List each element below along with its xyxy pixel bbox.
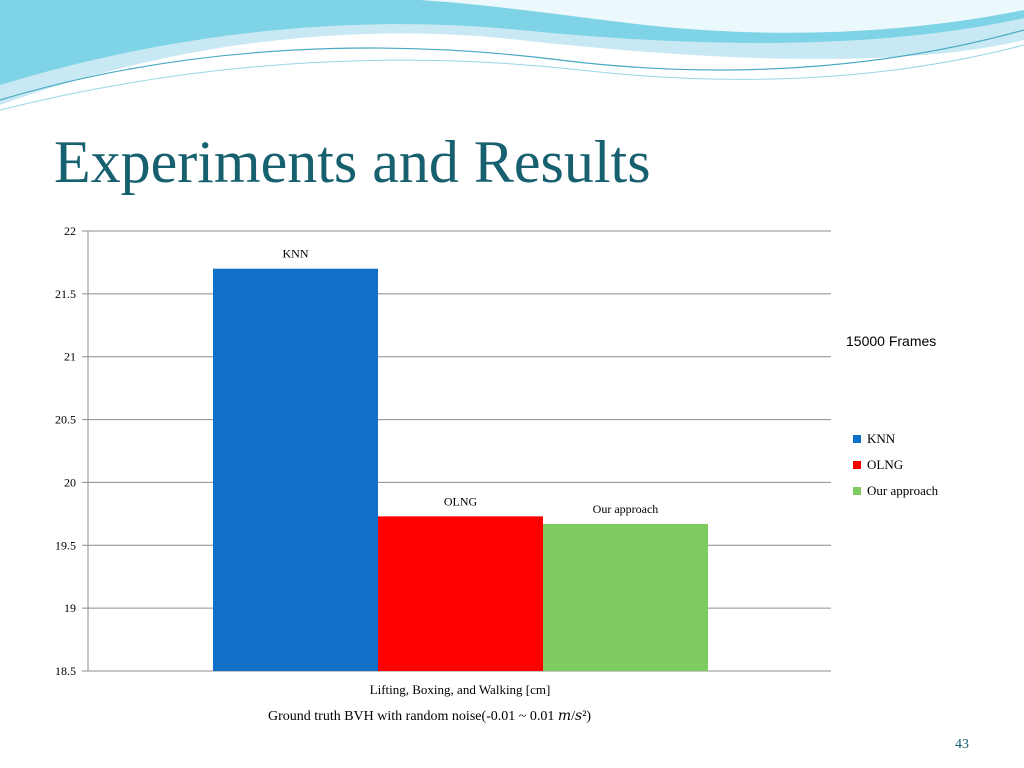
chart-bars <box>213 268 708 671</box>
y-tick-label: 21 <box>64 350 76 364</box>
bar-labels: KNN OLNG Our approach <box>283 247 659 516</box>
bar-label-knn: KNN <box>283 247 309 261</box>
legend-item-knn: KNN <box>853 426 938 452</box>
legend-swatch-our-approach <box>853 487 861 495</box>
bar-label-our-approach: Our approach <box>593 502 659 516</box>
y-axis-ticks: 22 21.5 21 20.5 20 19.5 19 18.5 <box>55 224 76 678</box>
page-number: 43 <box>955 737 969 752</box>
x-axis-label: Lifting, Boxing, and Walking [cm] <box>370 682 551 697</box>
decorative-wave-header <box>0 0 1024 111</box>
chart-legend: KNN OLNG Our approach <box>853 426 938 504</box>
slide-title: Experiments and Results <box>54 129 651 195</box>
chart-caption: Ground truth BVH with random noise(-0.01… <box>268 709 592 724</box>
y-tick-label: 22 <box>64 224 76 238</box>
y-tick-label: 21.5 <box>55 287 76 301</box>
legend-item-olng: OLNG <box>853 452 938 478</box>
bar-knn <box>213 268 378 671</box>
legend-label-our-approach: Our approach <box>867 483 939 498</box>
y-tick-label: 19.5 <box>55 538 76 552</box>
y-tick-label: 20 <box>64 475 76 489</box>
legend-label-knn: KNN <box>867 431 896 446</box>
bar-olng <box>378 516 543 671</box>
legend-swatch-knn <box>853 435 861 443</box>
legend-title: 15000 Frames <box>846 333 937 349</box>
bar-label-olng: OLNG <box>444 494 478 508</box>
y-tick-label: 18.5 <box>55 664 76 678</box>
y-tick-label: 20.5 <box>55 413 76 427</box>
legend-item-our-approach: Our approach <box>853 478 938 504</box>
bar-our-approach <box>543 523 708 671</box>
legend-label-olng: OLNG <box>867 457 904 472</box>
y-tick-label: 19 <box>64 601 76 615</box>
legend-swatch-olng <box>853 461 861 469</box>
